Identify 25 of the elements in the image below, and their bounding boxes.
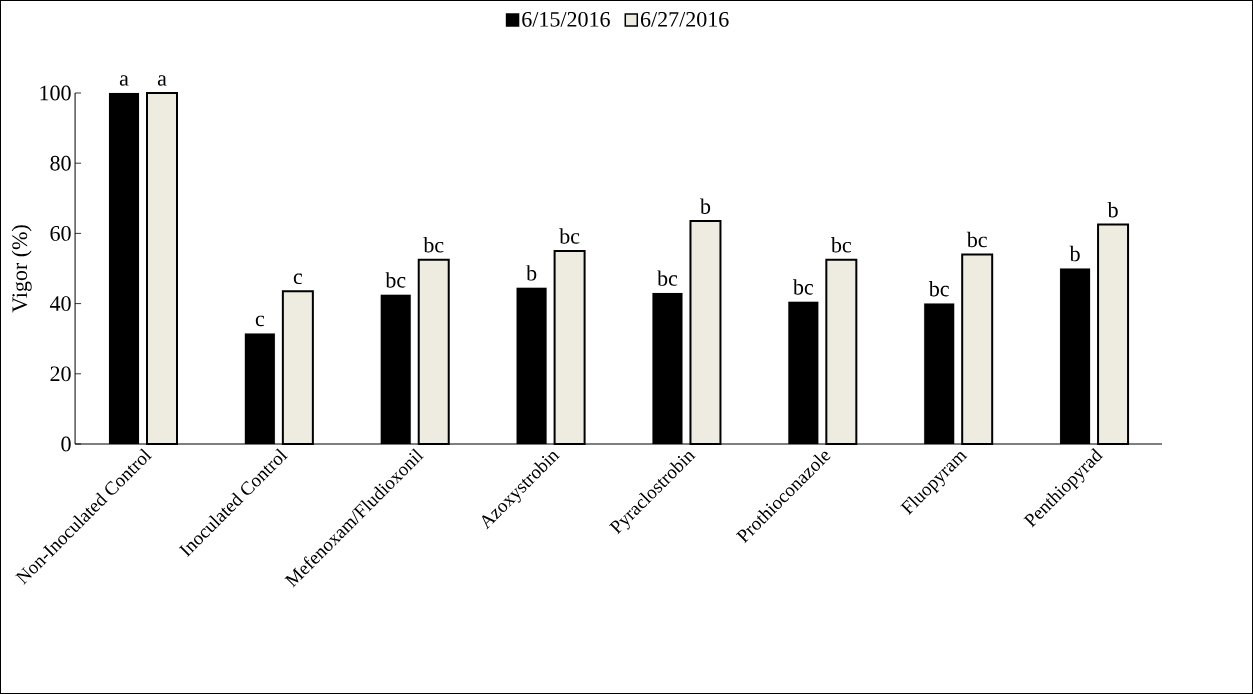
y-tick-label: 0 xyxy=(61,436,71,452)
legend-label: 6/15/2016 xyxy=(522,11,610,27)
y-tick-label: 20 xyxy=(50,366,71,382)
annotation: c xyxy=(293,273,303,285)
annotation: bc xyxy=(559,228,580,244)
annotation: b xyxy=(1107,201,1118,218)
annotation: bc xyxy=(792,279,814,295)
annotation: bc xyxy=(830,237,852,253)
y-tick-label: 40 xyxy=(49,296,71,312)
text: a xyxy=(119,75,129,86)
annotation: bc xyxy=(928,280,949,297)
annotation: b xyxy=(1069,245,1080,262)
legend-label: 6/27/2016 xyxy=(640,11,729,27)
annotation: b xyxy=(526,265,537,281)
annotation: b xyxy=(699,198,711,214)
annotation: bc xyxy=(966,231,987,248)
annotation: bc xyxy=(385,272,406,288)
y-axis-title: Vigor (%) xyxy=(11,225,32,313)
annotation: bc xyxy=(423,237,444,253)
annotation: c xyxy=(255,315,265,327)
text: a xyxy=(157,75,167,86)
y-tick-label: 100 xyxy=(40,85,71,101)
y-tick-label: 80 xyxy=(50,155,71,171)
annotation: bc xyxy=(657,270,678,286)
y-tick-label: 60 xyxy=(50,225,71,241)
